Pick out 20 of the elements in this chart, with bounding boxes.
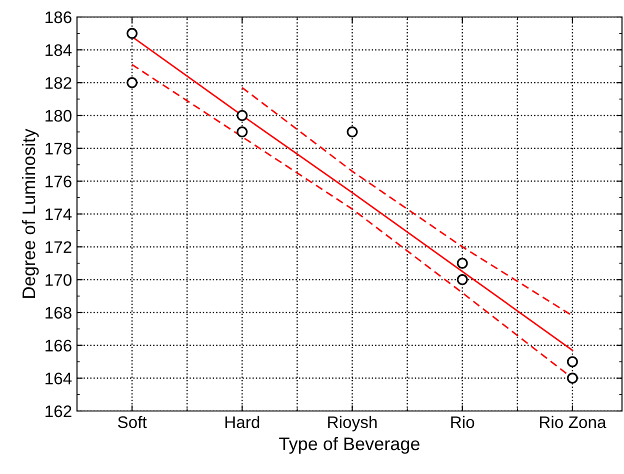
x-tick-label: Rio Zona bbox=[540, 416, 606, 428]
y-tick-label: 166 bbox=[46, 340, 72, 352]
y-tick-label: 172 bbox=[46, 241, 72, 253]
y-tick-label: 182 bbox=[46, 77, 72, 89]
x-tick-label: Soft bbox=[118, 416, 147, 428]
y-tick-label: 164 bbox=[46, 372, 72, 384]
y-tick-label: 168 bbox=[46, 306, 72, 319]
y-tick-label: 162 bbox=[46, 405, 72, 418]
x-axis-title: Type of Beverage bbox=[279, 436, 420, 454]
y-tick-label: 178 bbox=[46, 142, 72, 155]
y-tick-label: 184 bbox=[46, 44, 72, 56]
y-axis-title: Degree of Luminosity bbox=[22, 128, 39, 298]
y-tick-label: 176 bbox=[46, 176, 72, 188]
x-tick-label: Rio bbox=[451, 416, 474, 428]
x-tick-label: Hard bbox=[225, 416, 260, 428]
y-tick-label: 174 bbox=[46, 208, 72, 220]
x-tick-label: Rioysh bbox=[328, 416, 377, 432]
y-tick-label: 186 bbox=[46, 11, 72, 24]
y-tick-label: 170 bbox=[46, 274, 72, 286]
y-tick-label: 180 bbox=[46, 110, 72, 122]
